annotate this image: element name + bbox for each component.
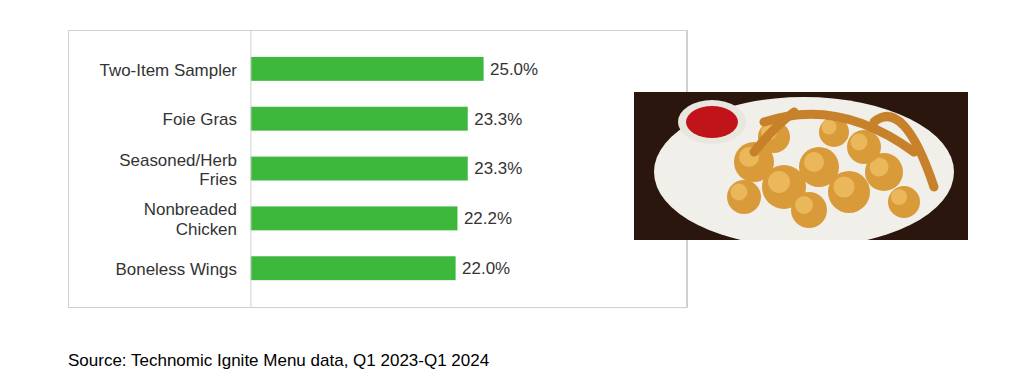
svg-text:Seasoned/HerbFries: Seasoned/HerbFries <box>119 151 237 189</box>
svg-text:Foie Gras: Foie Gras <box>163 110 237 129</box>
svg-text:NonbreadedChicken: NonbreadedChicken <box>144 200 237 238</box>
svg-text:22.2%: 22.2% <box>464 209 512 228</box>
svg-text:23.3%: 23.3% <box>474 159 522 178</box>
svg-text:23.3%: 23.3% <box>474 110 522 129</box>
svg-text:Two-Item Sampler: Two-Item Sampler <box>100 61 238 80</box>
svg-text:25.0%: 25.0% <box>490 60 538 79</box>
html-text:Source: Technomic Ignite Menu: Source: Technomic Ignite Menu data, Q1 2… <box>68 351 490 370</box>
svg-text:22.0%: 22.0% <box>462 259 510 278</box>
svg-text:Boneless Wings: Boneless Wings <box>116 260 237 279</box>
